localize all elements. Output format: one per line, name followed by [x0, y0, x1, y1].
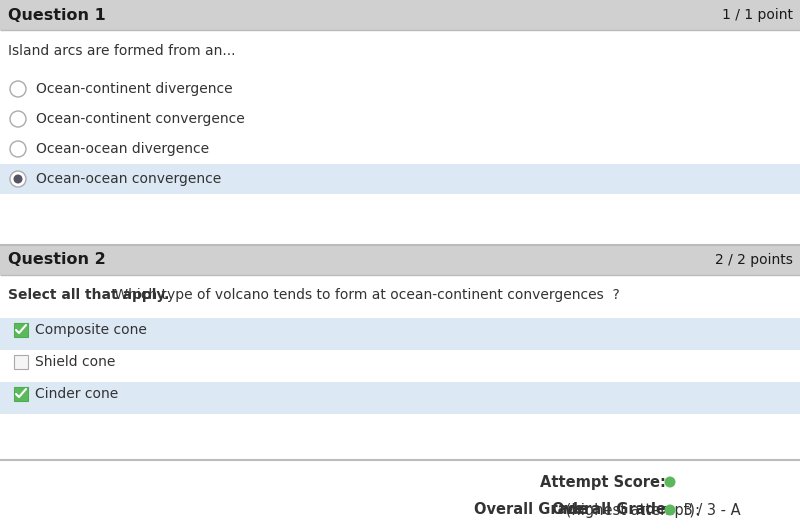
Text: Question 1: Question 1	[8, 7, 106, 23]
Bar	[0, 318, 800, 350]
Text: Cinder cone: Cinder cone	[35, 387, 118, 401]
Bar	[14, 387, 28, 401]
Text: Overall Grade: Overall Grade	[474, 503, 588, 517]
Bar	[0, 30, 800, 245]
Text: Composite cone: Composite cone	[35, 323, 147, 337]
Text: 1 / 1 point: 1 / 1 point	[722, 8, 793, 22]
Bar	[0, 382, 800, 414]
Text: Island arcs are formed from an...: Island arcs are formed from an...	[8, 44, 235, 58]
Text: 2 / 2 points: 2 / 2 points	[715, 253, 793, 267]
Circle shape	[10, 141, 26, 157]
Text: Select all that apply.: Select all that apply.	[8, 288, 170, 302]
Circle shape	[10, 171, 26, 187]
Bar	[14, 355, 28, 369]
Bar	[14, 323, 28, 337]
Circle shape	[665, 477, 675, 488]
Text: Which type of volcano tends to form at ocean-continent convergences  ?: Which type of volcano tends to form at o…	[110, 288, 620, 302]
Bar	[0, 245, 800, 275]
Circle shape	[14, 175, 22, 184]
Text: Shield cone: Shield cone	[35, 355, 115, 369]
Text: (highest attempt):: (highest attempt):	[561, 503, 700, 517]
Circle shape	[10, 111, 26, 127]
Circle shape	[665, 505, 675, 515]
Text: Ocean-ocean divergence: Ocean-ocean divergence	[36, 142, 209, 156]
Text: Ocean-ocean convergence: Ocean-ocean convergence	[36, 172, 222, 186]
Text: Ocean-continent convergence: Ocean-continent convergence	[36, 112, 245, 126]
Text: Ocean-continent divergence: Ocean-continent divergence	[36, 82, 233, 96]
Text: 3 / 3 - A: 3 / 3 - A	[679, 503, 741, 517]
Text: Question 2: Question 2	[8, 252, 106, 268]
Bar	[0, 0, 800, 30]
Bar	[0, 460, 800, 529]
Circle shape	[10, 81, 26, 97]
Text: Overall Grade: Overall Grade	[552, 503, 666, 517]
Bar	[0, 275, 800, 460]
Text: Attempt Score:: Attempt Score:	[540, 475, 666, 489]
Bar	[0, 164, 800, 194]
